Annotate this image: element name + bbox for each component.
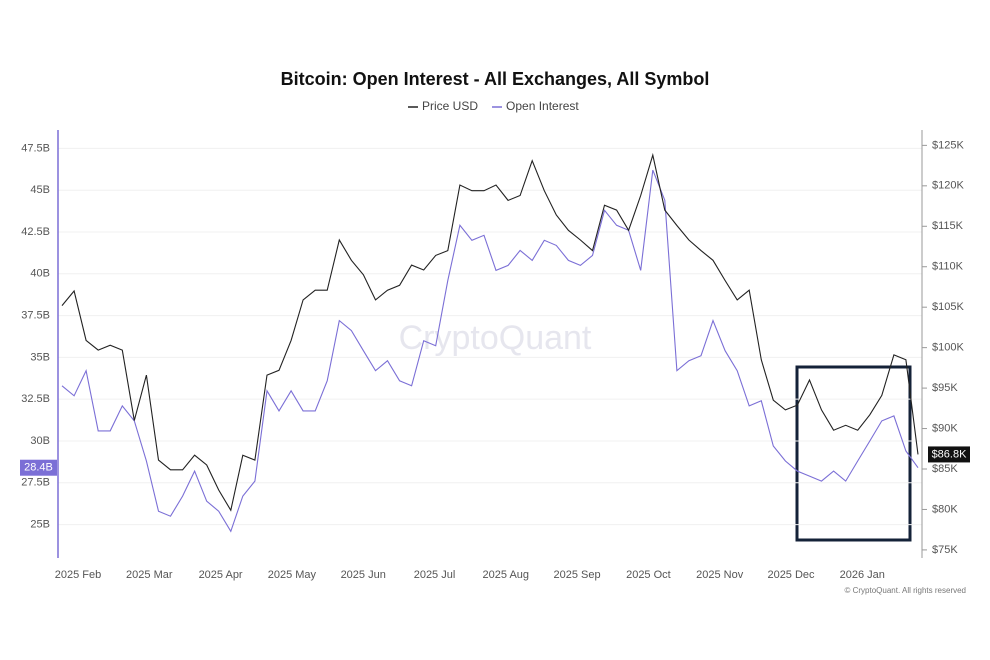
chart-title: Bitcoin: Open Interest - All Exchanges, … bbox=[281, 69, 710, 89]
x-tick-label: 2025 Jun bbox=[341, 569, 386, 581]
x-tick-label: 2025 Dec bbox=[767, 569, 815, 581]
y-tick-label: 25B bbox=[30, 518, 50, 530]
y2-tick-label: $95K bbox=[932, 382, 958, 394]
y-tick-label: 42.5B bbox=[21, 226, 50, 238]
y-tick-label: 35B bbox=[30, 351, 50, 363]
y2-tick-label: $120K bbox=[932, 180, 964, 192]
x-tick-label: 2026 Jan bbox=[840, 569, 885, 581]
last-value-label: $86.8K bbox=[932, 448, 968, 460]
y2-tick-label: $115K bbox=[932, 220, 964, 232]
y2-tick-label: $80K bbox=[932, 503, 958, 515]
y2-tick-label: $90K bbox=[932, 422, 958, 434]
last-value-label: 28.4B bbox=[24, 462, 53, 474]
x-tick-label: 2025 Apr bbox=[199, 569, 243, 581]
x-tick-label: 2025 Jul bbox=[414, 569, 456, 581]
y2-tick-label: $100K bbox=[932, 342, 964, 354]
y2-tick-label: $75K bbox=[932, 544, 958, 556]
y2-tick-label: $110K bbox=[932, 261, 964, 273]
y2-tick-label: $105K bbox=[932, 301, 964, 313]
highlight-box bbox=[795, 365, 912, 542]
y2-tick-label: $85K bbox=[932, 463, 958, 475]
y-tick-label: 47.5B bbox=[21, 142, 50, 154]
x-tick-label: 2025 Sep bbox=[554, 569, 601, 581]
legend-label: Open Interest bbox=[506, 99, 579, 113]
watermark: CryptoQuant bbox=[399, 319, 592, 357]
y-tick-label: 45B bbox=[30, 184, 50, 196]
x-tick-label: 2025 Mar bbox=[126, 569, 173, 581]
series-line bbox=[61, 152, 919, 512]
last-value-box bbox=[928, 446, 970, 463]
footnote: © CryptoQuant. All rights reserved bbox=[845, 586, 967, 595]
legend-label: Price USD bbox=[422, 99, 478, 113]
x-tick-label: 2025 Oct bbox=[626, 569, 671, 581]
last-value-box bbox=[20, 459, 57, 476]
y-tick-label: 32.5B bbox=[21, 393, 50, 405]
x-tick-label: 2025 Feb bbox=[55, 569, 101, 581]
x-tick-label: 2025 Nov bbox=[696, 569, 744, 581]
y-tick-label: 40B bbox=[30, 268, 50, 280]
x-tick-label: 2025 May bbox=[268, 569, 317, 581]
x-tick-label: 2025 Aug bbox=[483, 569, 530, 581]
y2-tick-label: $125K bbox=[932, 139, 964, 151]
y-tick-label: 30B bbox=[30, 435, 50, 447]
series-line bbox=[61, 169, 919, 533]
y-tick-label: 37.5B bbox=[21, 309, 50, 321]
y-tick-label: 27.5B bbox=[21, 477, 50, 489]
